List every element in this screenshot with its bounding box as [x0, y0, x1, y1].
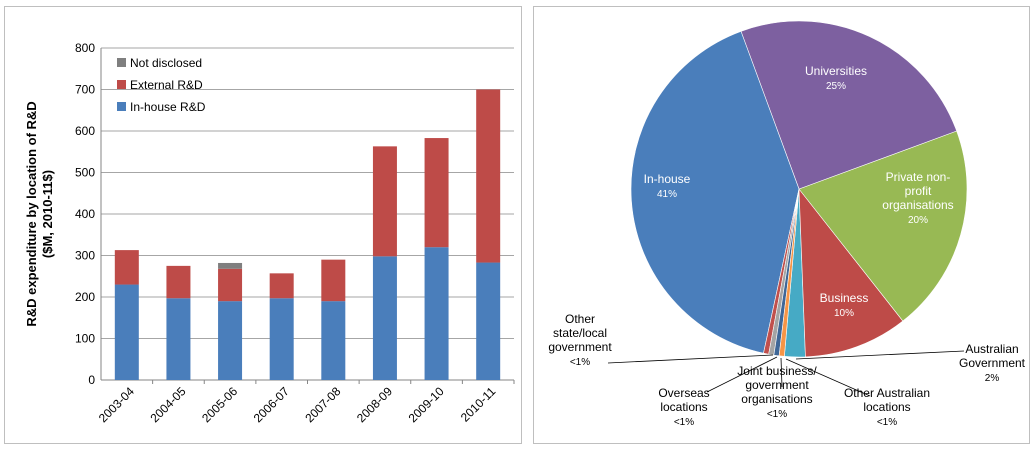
- pie-label-universities: Universities: [805, 64, 867, 78]
- bar-in-house-r-d-2007-08: [321, 301, 346, 380]
- leader-line-other-australian-locations: [785, 358, 871, 397]
- y-tick-label: 400: [75, 207, 95, 221]
- pie-slice-in-house: [630, 30, 800, 354]
- legend-label-in-house-r-d: In-house R&D: [130, 100, 206, 114]
- pie-label-other-australian-locations: locations: [863, 400, 910, 414]
- pie-label-universities: 25%: [826, 81, 846, 92]
- pie-label-private-non-profit-organisations: Private non-: [886, 170, 951, 184]
- bar-not-disclosed-2005-06: [218, 262, 243, 269]
- y-tick-label: 700: [75, 83, 95, 97]
- pie-label-other-state-local-government: state/local: [553, 326, 607, 340]
- bar-external-r-d-2006-07: [269, 273, 294, 299]
- bar-in-house-r-d-2003-04: [114, 284, 139, 380]
- pie-label-private-non-profit-organisations: profit: [905, 184, 932, 198]
- pie-label-australian-government: Government: [959, 356, 1026, 370]
- legend-swatch-in-house-r-d: [117, 102, 126, 111]
- pie-label-in-house: In-house: [644, 172, 691, 186]
- pie-slice-other-australian-locations: [778, 188, 800, 357]
- y-axis-title-line2: ($M, 2010-11$): [40, 170, 55, 258]
- pie-label-joint-business-government-organisations: organisations: [741, 392, 812, 406]
- bar-in-house-r-d-2010-11: [476, 262, 501, 380]
- pie-label-joint-business-government-organisations: Joint business/: [737, 364, 817, 378]
- pie-label-business: Business: [820, 291, 869, 305]
- y-tick-label: 200: [75, 290, 95, 304]
- pie-chart-panel: Australian Government 2% Business 10% Private…: [533, 6, 1030, 444]
- pie-label-overseas-locations: Overseas: [658, 386, 709, 400]
- pie-label-australian-government: Australian: [965, 342, 1018, 356]
- bar-external-r-d-2008-09: [372, 146, 397, 257]
- pie-label-other-state-local-government: government: [548, 340, 612, 354]
- bar-in-house-r-d-2005-06: [218, 301, 243, 380]
- pie-label-private-non-profit-organisations: 20%: [908, 215, 928, 226]
- bar-external-r-d-2005-06: [218, 268, 243, 302]
- bar-external-r-d-2007-08: [321, 259, 346, 302]
- pie-label-other-australian-locations: <1%: [877, 417, 897, 428]
- y-axis-title-line1: R&D expenditure by location of R&D: [24, 101, 39, 326]
- x-tick-label: 2007-08: [302, 384, 343, 425]
- bar-in-house-r-d-2004-05: [166, 298, 191, 380]
- x-tick-label: 2009-10: [406, 384, 447, 425]
- pie-slice-universities: [740, 20, 958, 190]
- x-tick-label: 2008-09: [354, 384, 395, 425]
- pie-label-other-state-local-government: <1%: [570, 357, 590, 368]
- pie-label-overseas-locations: locations: [660, 400, 707, 414]
- pie-slice-private-non-profit-organisations: [798, 130, 968, 322]
- y-tick-label: 100: [75, 332, 95, 346]
- x-tick-label: 2010-11: [458, 384, 499, 425]
- pie-slice-business: [798, 188, 904, 358]
- pie-label-in-house: 41%: [657, 189, 677, 200]
- y-tick-label: 0: [88, 373, 95, 387]
- leader-line-joint-business-government-organisations: [780, 357, 783, 388]
- y-tick-label: 300: [75, 249, 95, 263]
- bar-in-house-r-d-2006-07: [269, 298, 294, 380]
- x-tick-label: 2003-04: [96, 384, 137, 425]
- x-tick-label: 2005-06: [199, 384, 240, 425]
- leader-line-australian-government: [795, 350, 965, 360]
- bar-external-r-d-2004-05: [166, 265, 191, 299]
- legend-label-not-disclosed: Not disclosed: [130, 56, 202, 70]
- pie-label-overseas-locations: <1%: [674, 417, 694, 428]
- pie-label-australian-government: 2%: [985, 373, 1000, 384]
- pie-label-joint-business-government-organisations: government: [745, 378, 809, 392]
- y-tick-label: 600: [75, 124, 95, 138]
- bar-in-house-r-d-2008-09: [372, 256, 397, 380]
- leader-line-other-state-local-government: [607, 354, 774, 364]
- bar-external-r-d-2009-10: [424, 138, 449, 248]
- bar-in-house-r-d-2009-10: [424, 247, 449, 380]
- bar-chart-panel: 0 100 200 300 400 500 600 700 800 2003-04 2004-05 2…: [4, 6, 522, 444]
- y-tick-label: 500: [75, 166, 95, 180]
- pie-label-joint-business-government-organisations: <1%: [767, 409, 787, 420]
- legend-label-external-r-d: External R&D: [130, 78, 203, 92]
- pie-label-private-non-profit-organisations: organisations: [882, 198, 953, 212]
- legend-swatch-external-r-d: [117, 80, 126, 89]
- pie-label-other-australian-locations: Other Australian: [844, 386, 930, 400]
- bar-external-r-d-2003-04: [114, 250, 139, 285]
- x-tick-label: 2004-05: [148, 384, 189, 425]
- pie-label-other-state-local-government: Other: [565, 312, 595, 326]
- legend-swatch-not-disclosed: [117, 58, 126, 67]
- bar-external-r-d-2010-11: [476, 89, 501, 263]
- x-tick-label: 2006-07: [251, 384, 292, 425]
- y-tick-label: 800: [75, 41, 95, 55]
- pie-label-business: 10%: [834, 308, 854, 319]
- leader-line-overseas-locations: [706, 356, 778, 393]
